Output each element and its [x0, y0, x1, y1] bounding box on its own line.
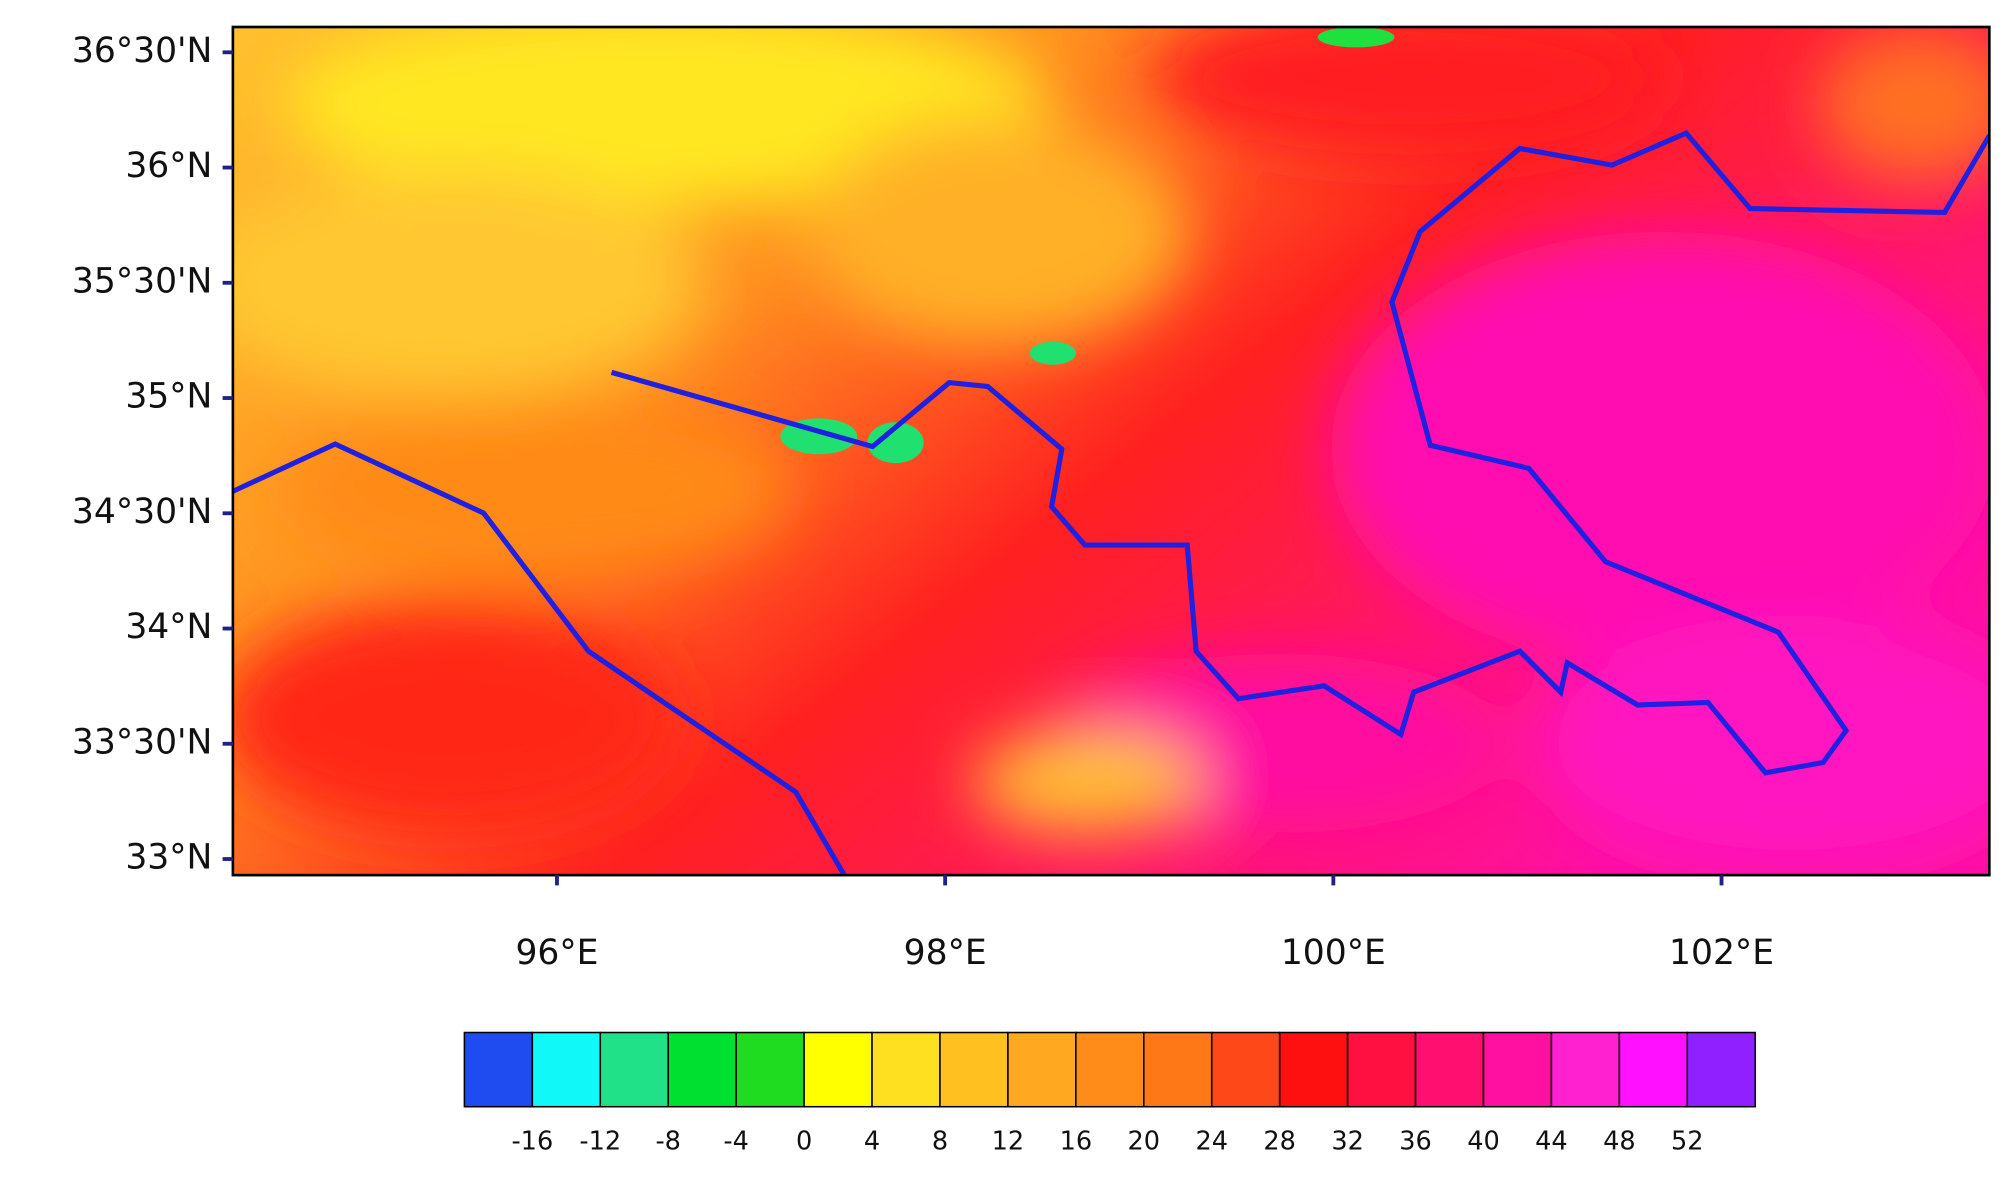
color-box: [599, 1031, 669, 1108]
colorbar-label: 0: [796, 1127, 812, 1157]
color-box: [463, 1031, 534, 1108]
color-box: [1686, 1031, 1757, 1108]
color-box: [1618, 1031, 1689, 1108]
color-box: [531, 1031, 602, 1108]
colorbar-label: 16: [1060, 1127, 1093, 1157]
y-tick-label: 36°N: [125, 146, 212, 186]
field: [232, 26, 1990, 876]
y-tick-label: 34°30'N: [72, 492, 212, 532]
colorbar-label: 44: [1535, 1127, 1568, 1157]
y-tick-label: 33°30'N: [72, 722, 212, 762]
colorbar-label: 32: [1331, 1127, 1364, 1157]
color-box: [1414, 1031, 1485, 1108]
colorbar-label: -8: [655, 1127, 681, 1157]
colorbar-label: -16: [511, 1127, 553, 1157]
color-box: [939, 1031, 1009, 1108]
y-tick-label: 33°N: [125, 838, 212, 878]
y-tick-label: 35°30'N: [72, 261, 212, 301]
map-frame: [231, 25, 1991, 877]
color-box: [1075, 1031, 1145, 1108]
colorbar-label: 36: [1399, 1127, 1432, 1157]
x-tick-label: 98°E: [904, 933, 987, 973]
x-tick-label: 96°E: [515, 933, 598, 973]
color-box: [1210, 1031, 1281, 1108]
colorbar-label: 8: [932, 1127, 948, 1157]
y-tick-label: 35°N: [125, 377, 212, 417]
colorbar-label: 20: [1128, 1127, 1161, 1157]
colorbar-label: 52: [1671, 1127, 1704, 1157]
color-box: [1007, 1031, 1077, 1108]
color-box: [1346, 1031, 1417, 1108]
colorbar-label: 28: [1263, 1127, 1296, 1157]
colorbar-label: 4: [864, 1127, 880, 1157]
x-tick-label: 102°E: [1669, 933, 1774, 973]
x-tick-label: 100°E: [1281, 933, 1386, 973]
color-box: [1143, 1031, 1213, 1108]
color-box: [871, 1031, 941, 1108]
colorbar-label: 24: [1195, 1127, 1228, 1157]
colorbar-label: 48: [1603, 1127, 1636, 1157]
colorbar-label: 40: [1467, 1127, 1500, 1157]
y-tick-label: 34°N: [125, 607, 212, 647]
colorbar-label: -12: [579, 1127, 621, 1157]
y-tick-label: 36°30'N: [72, 31, 212, 71]
color-box: [1278, 1031, 1349, 1108]
color-box: [803, 1031, 873, 1108]
color-box: [1550, 1031, 1621, 1108]
color-box: [735, 1031, 805, 1108]
colorbar-label: -4: [723, 1127, 749, 1157]
color-box: [1482, 1031, 1553, 1108]
colorbar: -16 -12 -8 -4 0 4 8 12 16 20 24 28 32 36 40 44 48 52: [463, 1031, 1757, 1157]
colorbar-label: 12: [992, 1127, 1025, 1157]
color-box: [667, 1031, 737, 1108]
